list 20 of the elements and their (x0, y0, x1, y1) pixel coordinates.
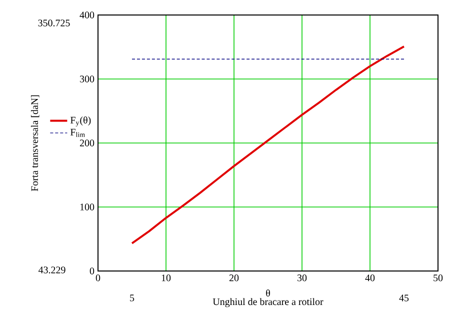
x-tick-label: 30 (298, 274, 307, 282)
x-tick-label: 50 (434, 274, 443, 282)
text: 43.229 (38, 266, 66, 274)
y-tick-label: 200 (80, 140, 94, 146)
text: 45 (399, 294, 409, 302)
x-tick-label: 10 (162, 274, 171, 282)
y-tick-label: 300 (80, 76, 94, 82)
y-axis-title: Forta transversala [daN] (30, 95, 40, 192)
y-tick-label: 100 (80, 204, 94, 210)
x-tick-label: 20 (229, 274, 239, 282)
text: θ (266, 289, 270, 297)
text: 350.725 (38, 20, 70, 26)
legend-label: F$_{y}$(θ) (70, 116, 91, 126)
y-tick-label: 400 (80, 12, 94, 18)
x-axis-title: Unghiul de bracare a rotilor (212, 298, 324, 308)
text: 5 (130, 294, 134, 302)
y-tick-label: 0 (90, 268, 94, 274)
x-tick-label: 0 (96, 274, 100, 282)
legend-label: F$_{lim}$ (70, 128, 85, 137)
x-tick-label: 40 (365, 274, 375, 282)
